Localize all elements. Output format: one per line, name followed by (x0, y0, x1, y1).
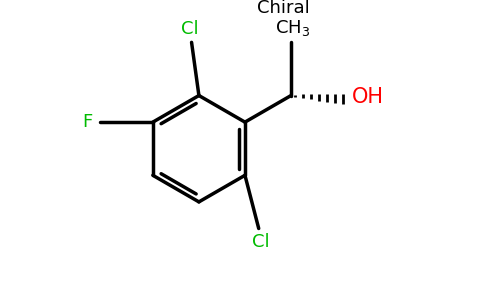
Text: OH: OH (351, 87, 383, 107)
Text: Chiral: Chiral (257, 0, 310, 17)
Text: Cl: Cl (252, 233, 270, 251)
Text: Cl: Cl (181, 20, 198, 38)
Text: F: F (82, 113, 92, 131)
Text: CH$_3$: CH$_3$ (275, 18, 310, 38)
